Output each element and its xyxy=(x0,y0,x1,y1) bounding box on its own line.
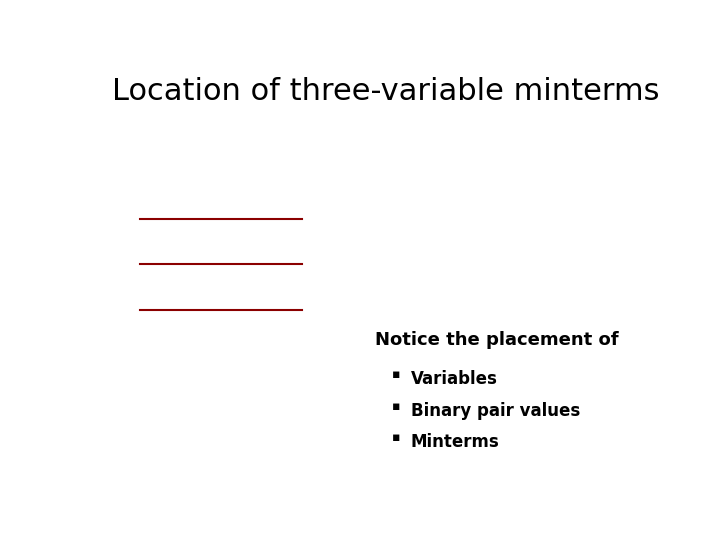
Text: Notice the placement of: Notice the placement of xyxy=(374,331,618,349)
Text: Minterms: Minterms xyxy=(411,433,500,451)
Text: ▪: ▪ xyxy=(392,431,401,444)
Text: Variables: Variables xyxy=(411,370,498,388)
Text: Binary pair values: Binary pair values xyxy=(411,402,580,420)
Text: ▪: ▪ xyxy=(392,400,401,413)
Text: ▪: ▪ xyxy=(392,368,401,381)
Text: Location of three-variable minterms: Location of three-variable minterms xyxy=(112,77,660,106)
